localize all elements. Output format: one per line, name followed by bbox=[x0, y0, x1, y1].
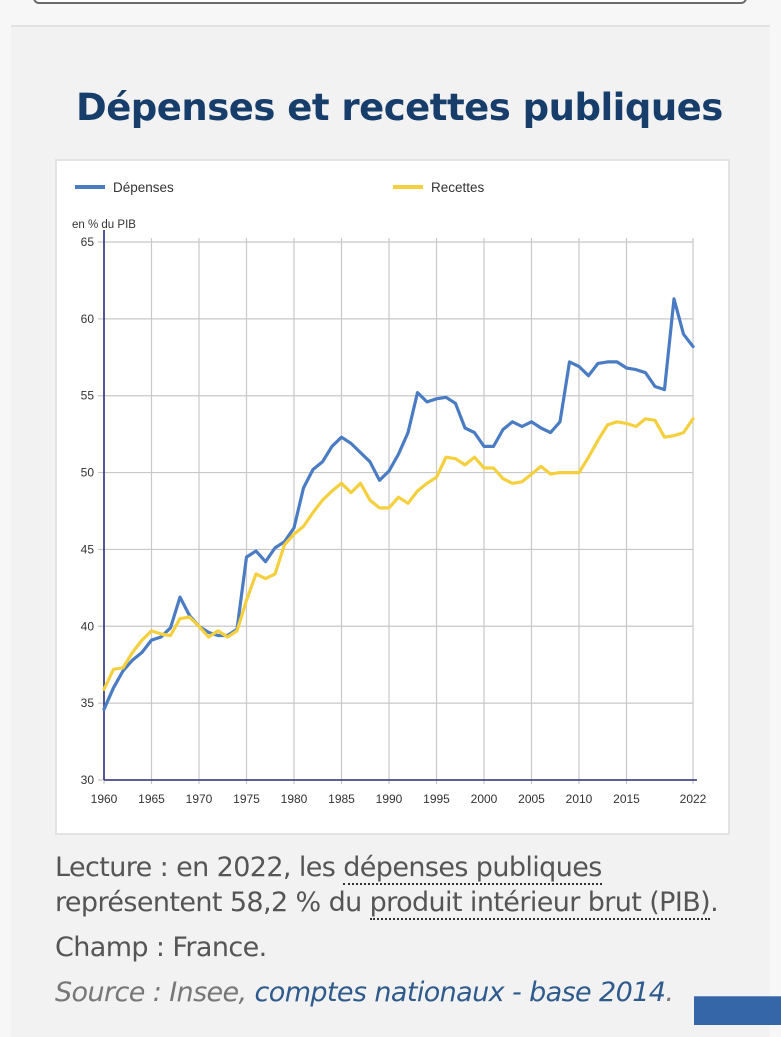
x-tick-label: 1990 bbox=[376, 792, 403, 806]
source-link[interactable]: comptes nationaux - base 2014 bbox=[254, 977, 666, 1008]
source-note: Source : Insee, comptes nationaux - base… bbox=[55, 977, 674, 1008]
series-line-recettes bbox=[102, 417, 695, 691]
back-to-top-button[interactable] bbox=[694, 996, 781, 1025]
y-tick-label: 55 bbox=[81, 389, 95, 403]
x-tick-label: 2010 bbox=[566, 792, 593, 806]
definition-link-pib[interactable]: produit intérieur brut (PIB) bbox=[369, 887, 711, 920]
search-input[interactable] bbox=[33, 0, 747, 4]
champ-note: Champ : France. bbox=[55, 932, 267, 963]
page-title: Dépenses et recettes publiques bbox=[76, 86, 723, 129]
x-tick-label: 1995 bbox=[423, 792, 450, 806]
x-tick-label: 2000 bbox=[471, 792, 498, 806]
series-line-depenses bbox=[102, 297, 695, 711]
x-tick-label: 1985 bbox=[328, 792, 355, 806]
definition-link-depenses[interactable]: dépenses publiques bbox=[343, 852, 602, 885]
legend-label-recettes: Recettes bbox=[431, 180, 485, 195]
chart-notes: Lecture : en 2022, les dépenses publique… bbox=[55, 850, 755, 1010]
line-chart: 30 35 40 45 50 55 60 65 1960 1965 1970 1975 1980 1985… bbox=[72, 180, 707, 806]
y-tick-label: 45 bbox=[81, 542, 95, 556]
y-tick-label: 65 bbox=[81, 235, 95, 249]
y-tick-label: 50 bbox=[81, 466, 95, 480]
lecture-note: Lecture : en 2022, les dépenses publique… bbox=[55, 852, 719, 920]
x-tick-label: 1965 bbox=[138, 792, 165, 806]
x-tick-label: 2005 bbox=[518, 792, 545, 806]
y-tick-label: 60 bbox=[81, 312, 95, 326]
y-tick-label: 30 bbox=[81, 773, 95, 787]
y-tick-label: 35 bbox=[81, 696, 95, 710]
x-tick-label: 1975 bbox=[233, 792, 260, 806]
y-tick-label: 40 bbox=[81, 619, 95, 633]
x-tick-label: 2022 bbox=[680, 792, 707, 806]
x-tick-label: 1980 bbox=[281, 792, 308, 806]
x-tick-label: 1970 bbox=[186, 792, 213, 806]
x-tick-label: 2015 bbox=[613, 792, 640, 806]
legend-label-depenses: Dépenses bbox=[113, 180, 174, 195]
chart-container: 30 35 40 45 50 55 60 65 1960 1965 1970 1975 1980 1985… bbox=[55, 159, 730, 835]
x-tick-label: 1960 bbox=[91, 792, 118, 806]
y-axis-label: en % du PIB bbox=[72, 219, 136, 231]
